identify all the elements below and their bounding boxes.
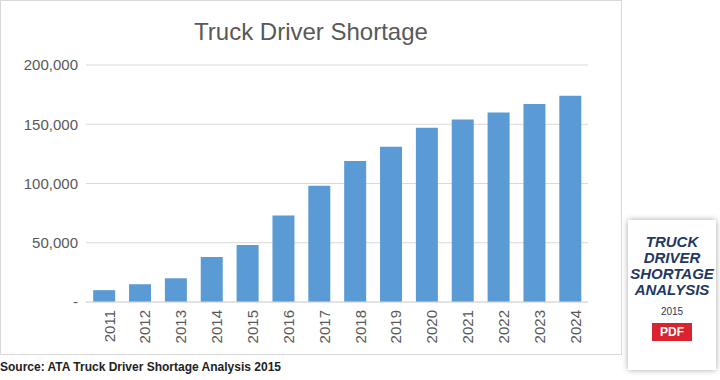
svg-text:2013: 2013 bbox=[172, 310, 189, 343]
svg-text:2023: 2023 bbox=[531, 310, 548, 343]
svg-text:2012: 2012 bbox=[136, 310, 153, 343]
svg-text:2021: 2021 bbox=[459, 310, 476, 343]
svg-text:2019: 2019 bbox=[387, 310, 404, 343]
svg-text:50,000: 50,000 bbox=[32, 234, 78, 251]
svg-text:2017: 2017 bbox=[316, 310, 333, 343]
html-text:2015: 2015 bbox=[660, 306, 684, 317]
html-text:Source: ATA Truck Driver Short: Source: ATA Truck Driver Shortage Analys… bbox=[0, 360, 281, 374]
svg-text:2015: 2015 bbox=[244, 310, 261, 343]
html-text:TRUCK DRIVER SHORTAGE ANALYSIS: TRUCK DRIVER SHORTAGE ANALYSIS bbox=[630, 233, 714, 298]
svg-text:2011: 2011 bbox=[101, 310, 118, 342]
svg-text:2024: 2024 bbox=[567, 310, 584, 343]
svg-text:2022: 2022 bbox=[495, 310, 512, 343]
svg-text:2016: 2016 bbox=[280, 310, 297, 343]
svg-text:2018: 2018 bbox=[352, 310, 369, 343]
svg-text:2014: 2014 bbox=[208, 310, 225, 343]
svg-text:200,000: 200,000 bbox=[24, 56, 78, 73]
svg-text:2020: 2020 bbox=[423, 310, 440, 343]
svg-text:-: - bbox=[73, 293, 78, 310]
html-text:PDF: PDF bbox=[660, 325, 684, 339]
svg-text:100,000: 100,000 bbox=[24, 175, 78, 192]
html-text:Truck Driver Shortage: Truck Driver Shortage bbox=[194, 18, 428, 45]
svg-text:150,000: 150,000 bbox=[24, 116, 78, 133]
